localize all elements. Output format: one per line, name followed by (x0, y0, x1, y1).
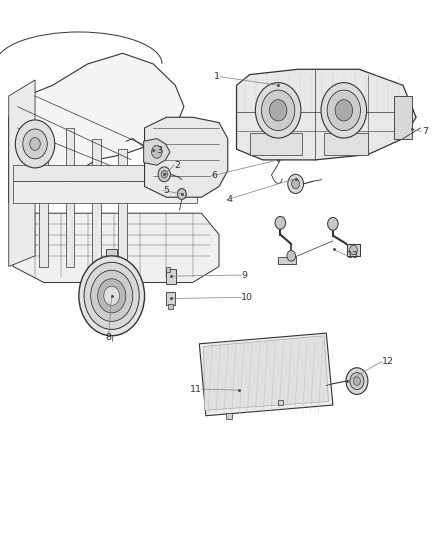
Text: 10: 10 (241, 293, 253, 302)
Circle shape (269, 100, 287, 121)
Bar (106, 249, 117, 257)
Circle shape (292, 179, 300, 189)
Bar (13, 181, 197, 203)
Polygon shape (204, 336, 328, 410)
Circle shape (84, 262, 139, 329)
Polygon shape (9, 80, 35, 266)
Circle shape (30, 138, 40, 150)
Circle shape (275, 216, 286, 229)
Circle shape (350, 245, 357, 255)
Circle shape (23, 129, 47, 159)
Circle shape (353, 377, 360, 385)
Text: 6: 6 (212, 172, 218, 180)
Text: 7: 7 (422, 127, 428, 136)
Text: 12: 12 (382, 357, 394, 366)
Bar (118, 149, 127, 266)
Text: 3: 3 (156, 146, 162, 155)
Text: 4: 4 (226, 196, 233, 204)
Polygon shape (199, 333, 333, 416)
Polygon shape (237, 69, 416, 160)
Text: 9: 9 (241, 271, 247, 279)
Polygon shape (144, 139, 170, 165)
Circle shape (261, 90, 295, 131)
Circle shape (321, 83, 367, 138)
Polygon shape (145, 117, 228, 197)
Circle shape (79, 256, 145, 336)
Bar (347, 244, 360, 256)
Circle shape (104, 286, 120, 305)
Circle shape (177, 189, 186, 199)
Text: 2: 2 (174, 161, 180, 169)
Bar (92, 139, 101, 266)
Bar (13, 165, 197, 181)
Circle shape (98, 279, 126, 313)
Circle shape (335, 100, 353, 121)
Text: 8: 8 (106, 333, 112, 342)
Bar (166, 269, 176, 284)
Circle shape (346, 368, 368, 394)
Circle shape (152, 146, 162, 158)
Circle shape (161, 171, 167, 178)
Circle shape (177, 189, 186, 199)
Circle shape (327, 90, 360, 131)
Bar (394, 96, 412, 139)
Circle shape (287, 251, 296, 261)
Bar (39, 128, 48, 266)
Circle shape (328, 217, 338, 230)
Text: 11: 11 (190, 385, 201, 393)
Circle shape (15, 120, 55, 168)
Bar (278, 400, 283, 405)
Text: 1: 1 (214, 72, 220, 81)
Bar (166, 292, 175, 305)
Polygon shape (13, 213, 219, 282)
Bar (66, 128, 74, 266)
Polygon shape (9, 53, 184, 203)
Text: 13: 13 (347, 252, 360, 260)
Bar (278, 257, 296, 264)
Bar (250, 133, 302, 155)
Bar (166, 266, 170, 272)
Bar (324, 133, 368, 155)
Circle shape (288, 174, 304, 193)
Circle shape (91, 270, 133, 321)
Circle shape (158, 167, 170, 182)
Bar (168, 304, 173, 309)
Circle shape (350, 373, 364, 390)
Text: 5: 5 (163, 186, 169, 195)
Bar (226, 413, 232, 419)
Circle shape (255, 83, 301, 138)
